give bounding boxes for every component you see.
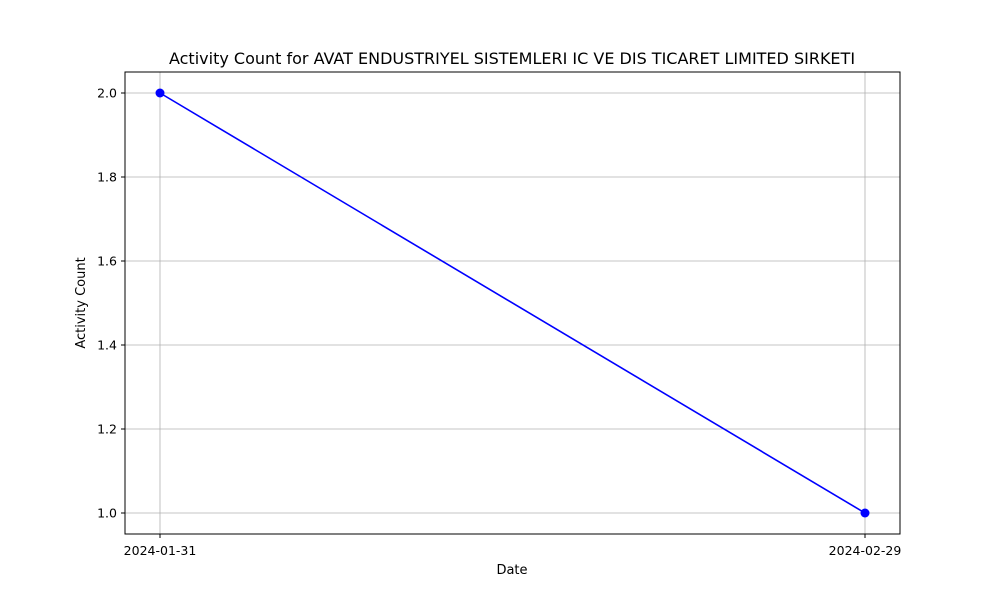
y-axis-label: Activity Count: [74, 257, 89, 348]
chart-title: Activity Count for AVAT ENDUSTRIYEL SIST…: [169, 49, 855, 68]
x-tick-label: 2024-01-31: [124, 543, 197, 558]
y-tick-label: 1.4: [97, 338, 117, 353]
series-layer: [155, 88, 870, 518]
plot-frame: [124, 71, 901, 535]
y-tick-label: 2.0: [97, 86, 117, 101]
y-tick-label: 1.0: [97, 506, 117, 521]
x-axis-ticks: 2024-01-31 2024-02-29: [124, 534, 902, 558]
y-tick-label: 1.2: [97, 422, 117, 437]
y-tick-label: 1.6: [97, 254, 117, 269]
data-point: [155, 88, 165, 98]
x-axis-label: Date: [496, 563, 527, 578]
data-point: [860, 508, 870, 518]
grid: [125, 72, 900, 534]
series-line: [159, 92, 866, 514]
x-tick-label: 2024-02-29: [829, 543, 902, 558]
y-tick-label: 1.8: [97, 170, 117, 185]
y-axis-ticks: 1.0 1.2 1.4 1.6 1.8 2.0: [97, 86, 125, 521]
